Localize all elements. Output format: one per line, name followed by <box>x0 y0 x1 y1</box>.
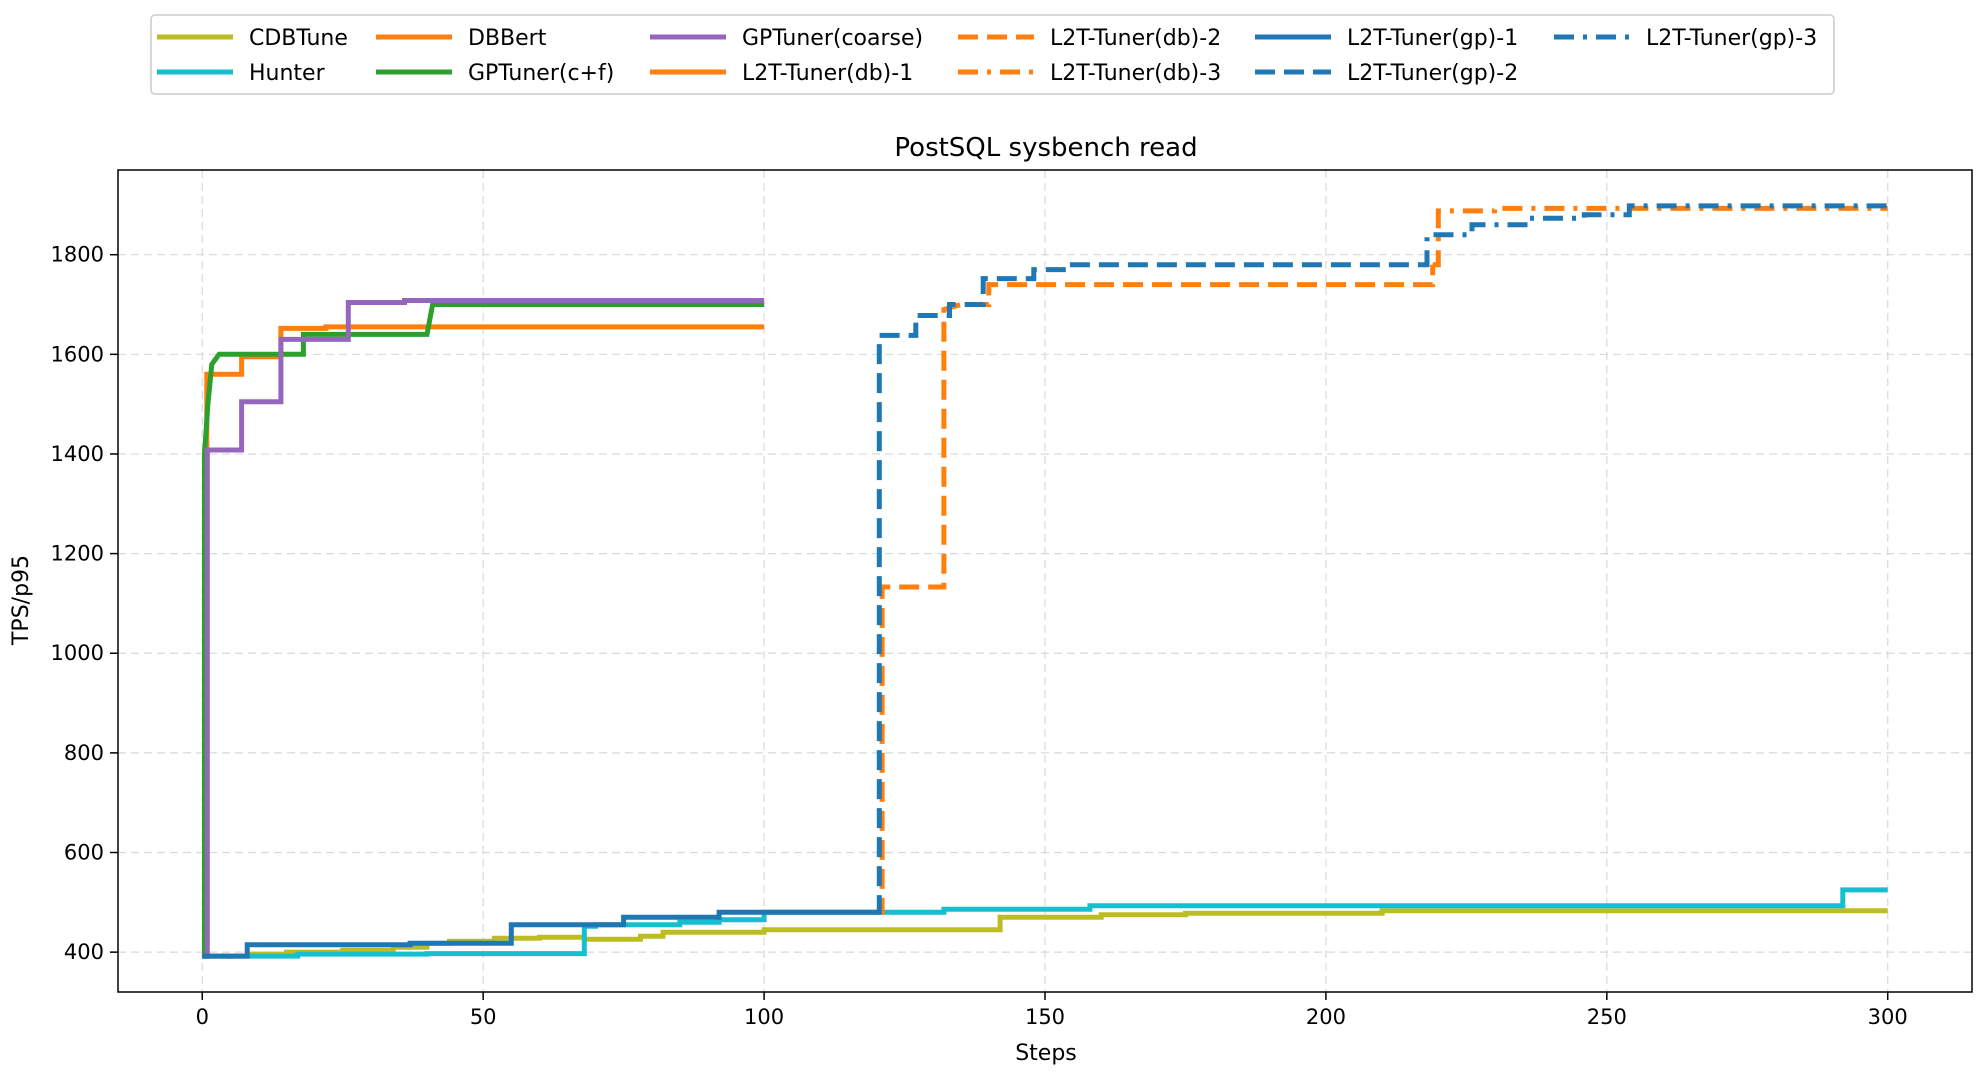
series-line-l2t-tuner-gp-3 <box>1421 203 1888 268</box>
series-line-l2t-tuner-gp-2 <box>876 262 1422 915</box>
y-tick-label: 600 <box>64 841 104 865</box>
plot-frame <box>117 169 1973 993</box>
x-tick-label: 300 <box>1868 1005 1908 1029</box>
legend: CDBTune Hunter DBBert GPTuner(c+f) GPTuner(c… <box>150 14 1835 95</box>
legend-label: CDBTune <box>249 26 348 51</box>
grid-layer <box>118 170 1972 992</box>
legend-label: L2T-Tuner(gp)-1 <box>1347 26 1518 51</box>
x-tick-label: 100 <box>744 1005 784 1029</box>
y-axis-label: TPS/p95 <box>9 555 34 646</box>
y-tick-label: 1400 <box>51 442 104 466</box>
legend-label: L2T-Tuner(db)-3 <box>1050 61 1221 86</box>
legend-label: Hunter <box>249 61 326 86</box>
series-line-cdbtune <box>202 908 1888 959</box>
y-tick-label: 1600 <box>51 342 104 366</box>
y-tick-label: 1200 <box>51 542 104 566</box>
y-tick-label: 800 <box>64 741 104 765</box>
series-line-l2t-tuner-db-3 <box>1432 205 1888 268</box>
x-tick-label: 0 <box>196 1005 209 1029</box>
legend-label: DBBert <box>468 26 547 51</box>
axes-layer: 0 50 100 150 200 250 300 400 600 800 1000 1200 1400 1… <box>51 169 1973 1029</box>
x-tick-label: 50 <box>470 1005 497 1029</box>
x-tick-label: 250 <box>1587 1005 1627 1029</box>
y-tick-label: 400 <box>64 940 104 964</box>
legend-label: L2T-Tuner(db)-2 <box>1050 26 1221 51</box>
y-tick-label: 1000 <box>51 641 104 665</box>
series-line-hunter <box>202 887 1888 959</box>
x-tick-label: 200 <box>1306 1005 1346 1029</box>
x-axis-label: Steps <box>1015 1041 1077 1066</box>
chart-title: PostSQL sysbench read <box>894 133 1197 163</box>
series-line-gptuner-coarse- <box>202 298 765 959</box>
legend-label: L2T-Tuner(gp)-3 <box>1646 26 1817 51</box>
series-layer <box>202 203 1888 959</box>
series-line-l2t-tuner-gp-1 <box>202 909 877 959</box>
series-line-gptuner-c-f- <box>202 302 765 959</box>
series-line-l2t-tuner-db-2 <box>876 264 1436 915</box>
x-tick-label: 150 <box>1025 1005 1065 1029</box>
legend-label: GPTuner(coarse) <box>742 26 923 51</box>
legend-frame <box>150 14 1835 95</box>
legend-label: L2T-Tuner(db)-1 <box>742 61 913 86</box>
legend-label: GPTuner(c+f) <box>468 61 614 86</box>
legend-label: L2T-Tuner(gp)-2 <box>1347 61 1518 86</box>
y-tick-label: 1800 <box>51 243 104 267</box>
